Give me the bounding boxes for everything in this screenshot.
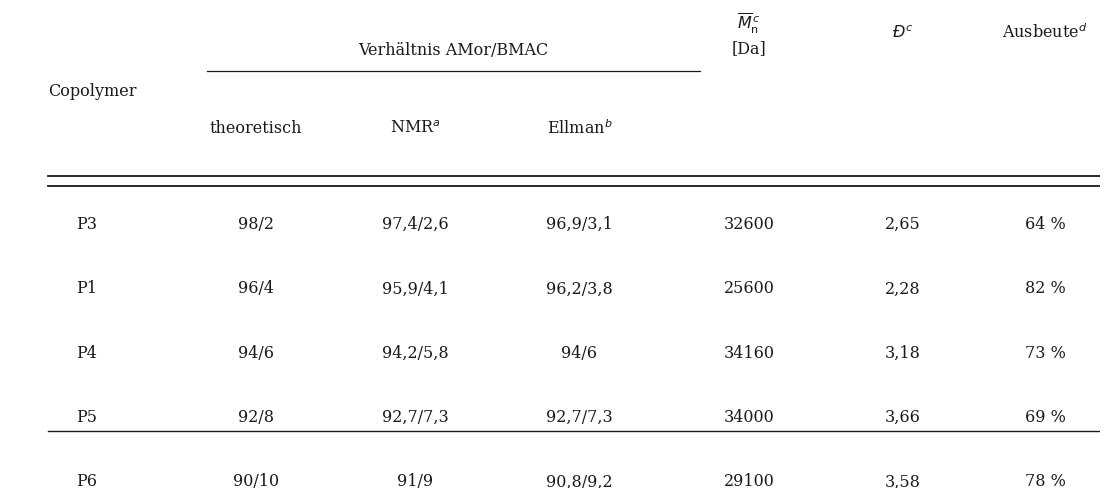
- Text: Verhältnis AMor/BMAC: Verhältnis AMor/BMAC: [359, 42, 549, 59]
- Text: 95,9/4,1: 95,9/4,1: [382, 280, 448, 297]
- Text: 25600: 25600: [724, 280, 775, 297]
- Text: 34160: 34160: [724, 344, 775, 361]
- Text: 82 %: 82 %: [1025, 280, 1065, 297]
- Text: 92,7/7,3: 92,7/7,3: [546, 408, 613, 425]
- Text: 73 %: 73 %: [1025, 344, 1065, 361]
- Text: Ellman$^{b}$: Ellman$^{b}$: [546, 120, 613, 138]
- Text: 94/6: 94/6: [562, 344, 597, 361]
- Text: P1: P1: [76, 280, 97, 297]
- Text: 96,2/3,8: 96,2/3,8: [546, 280, 613, 297]
- Text: 97,4/2,6: 97,4/2,6: [382, 216, 448, 233]
- Text: P5: P5: [76, 408, 97, 425]
- Text: NMR$^{a}$: NMR$^{a}$: [390, 120, 440, 137]
- Text: 2,28: 2,28: [884, 280, 921, 297]
- Text: 90,8/9,2: 90,8/9,2: [546, 472, 613, 488]
- Text: 98/2: 98/2: [238, 216, 274, 233]
- Text: 29100: 29100: [724, 472, 775, 488]
- Text: 96/4: 96/4: [238, 280, 274, 297]
- Text: P4: P4: [76, 344, 97, 361]
- Text: 3,58: 3,58: [884, 472, 921, 488]
- Text: 64 %: 64 %: [1025, 216, 1065, 233]
- Text: 32600: 32600: [724, 216, 775, 233]
- Text: theoretisch: theoretisch: [210, 120, 302, 137]
- Text: 91/9: 91/9: [397, 472, 433, 488]
- Text: 96,9/3,1: 96,9/3,1: [546, 216, 613, 233]
- Text: P6: P6: [76, 472, 97, 488]
- Text: 69 %: 69 %: [1025, 408, 1065, 425]
- Text: 2,65: 2,65: [884, 216, 921, 233]
- Text: 3,66: 3,66: [884, 408, 921, 425]
- Text: 94,2/5,8: 94,2/5,8: [382, 344, 448, 361]
- Text: $\overline{M}_{\mathrm{n}}^{\,c}$
[Da]: $\overline{M}_{\mathrm{n}}^{\,c}$ [Da]: [732, 11, 766, 57]
- Text: $\mathit{Đ}^{c}$: $\mathit{Đ}^{c}$: [892, 25, 913, 42]
- Text: 90/10: 90/10: [233, 472, 279, 488]
- Text: Copolymer: Copolymer: [47, 83, 137, 100]
- Text: 94/6: 94/6: [238, 344, 274, 361]
- Text: 34000: 34000: [724, 408, 775, 425]
- Text: 3,18: 3,18: [884, 344, 921, 361]
- Text: P3: P3: [76, 216, 97, 233]
- Text: 92/8: 92/8: [238, 408, 274, 425]
- Text: Ausbeute$^{d}$: Ausbeute$^{d}$: [1002, 23, 1087, 42]
- Text: 92,7/7,3: 92,7/7,3: [382, 408, 448, 425]
- Text: 78 %: 78 %: [1025, 472, 1065, 488]
